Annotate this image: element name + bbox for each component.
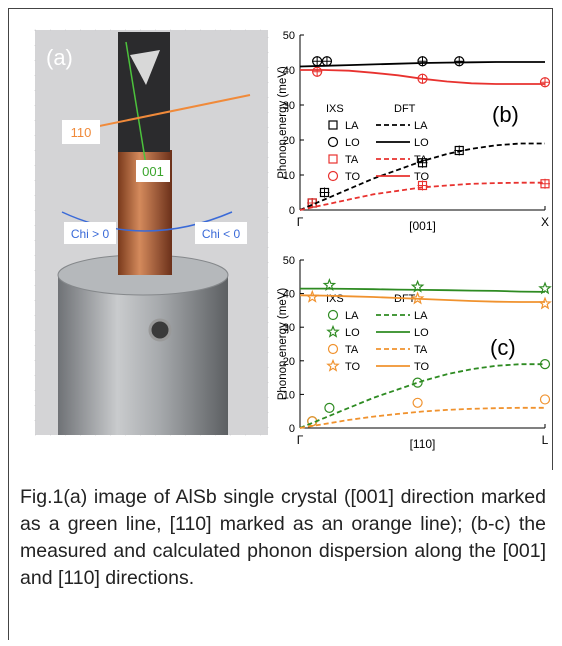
- marker-shape: [540, 298, 550, 308]
- legend-label: LA: [414, 120, 428, 132]
- caption: Fig.1(a) image of AlSb single crystal ([…: [20, 484, 546, 592]
- legend-label: LO: [345, 327, 360, 339]
- photo-label: 001: [142, 164, 164, 179]
- marker: [329, 311, 338, 320]
- marker-shape: [329, 311, 338, 320]
- marker-shape: [307, 292, 318, 302]
- x-tick-label: Γ: [297, 215, 304, 229]
- marker: [540, 298, 550, 308]
- marker-shape: [329, 155, 337, 163]
- photo-label: 110: [71, 125, 92, 140]
- marker: [320, 188, 330, 198]
- legend-label: TO: [414, 171, 430, 183]
- panel-label: (c): [490, 335, 516, 360]
- panel-label: (b): [492, 102, 519, 127]
- y-tick-label: 50: [283, 30, 295, 42]
- marker: [541, 395, 550, 404]
- x-tick-label: X: [541, 215, 549, 229]
- marker: [312, 67, 322, 77]
- marker-shape: [329, 172, 338, 181]
- y-tick-label: 0: [289, 423, 295, 435]
- marker-shape: [329, 138, 338, 147]
- legend-label: LA: [345, 310, 359, 322]
- legend-label: LO: [414, 137, 429, 149]
- marker-shape: [328, 361, 338, 371]
- dft-line: [300, 289, 545, 292]
- legend-title: DFT: [394, 103, 416, 115]
- marker-shape: [413, 398, 422, 407]
- cylinder: [58, 275, 228, 435]
- screw-hole: [150, 320, 170, 340]
- marker-shape: [329, 345, 338, 354]
- x-tick-label: Γ: [297, 433, 304, 447]
- x-tick-label: L: [542, 433, 549, 447]
- marker: [540, 179, 550, 189]
- photo: (a) 110 001 Chi > 0 Chi < 0: [35, 30, 268, 435]
- marker: [413, 378, 422, 387]
- y-axis-label: Phonon energy (meV): [277, 66, 289, 179]
- legend-label: LA: [414, 310, 428, 322]
- y-tick-label: 0: [289, 205, 295, 217]
- panel-label: (a): [46, 45, 73, 70]
- marker: [413, 398, 422, 407]
- photo-label: Chi > 0: [71, 227, 110, 241]
- marker: [329, 172, 338, 181]
- marker: [312, 56, 322, 66]
- page: {"photo": {"panel_label": "(a)", "labels…: [0, 0, 562, 646]
- legend-label: TA: [345, 344, 359, 356]
- y-axis-label: Phonon energy (meV): [277, 288, 289, 401]
- marker: [454, 56, 464, 66]
- legend-label: TO: [345, 171, 361, 183]
- marker-shape: [413, 378, 422, 387]
- marker: [329, 155, 337, 163]
- marker: [307, 292, 318, 302]
- marker: [328, 327, 338, 337]
- legend-label: TO: [345, 361, 361, 373]
- marker: [418, 56, 428, 66]
- legend-title: IXS: [326, 293, 344, 305]
- marker: [540, 77, 550, 87]
- frame-line: [8, 470, 9, 640]
- marker-shape: [328, 327, 338, 337]
- figure: (a) 110 001 Chi > 0 Chi < 0 01020304050Γ…: [0, 0, 562, 470]
- legend-label: LA: [345, 120, 359, 132]
- legend-title: IXS: [326, 103, 344, 115]
- marker-shape: [541, 395, 550, 404]
- marker-shape: [325, 403, 334, 412]
- legend-label: TO: [414, 361, 430, 373]
- dft-line: [300, 364, 545, 428]
- legend-label: TA: [345, 154, 359, 166]
- x-axis-label: [001]: [409, 219, 436, 233]
- legend-label: LO: [345, 137, 360, 149]
- photo-label: Chi < 0: [202, 227, 241, 241]
- marker-shape: [329, 121, 337, 129]
- marker: [329, 138, 338, 147]
- marker: [329, 121, 337, 129]
- legend-label: TA: [414, 154, 428, 166]
- legend-label: TA: [414, 344, 428, 356]
- crystal: [118, 32, 170, 152]
- dft-line: [300, 408, 545, 428]
- y-tick-label: 50: [283, 255, 295, 267]
- marker: [328, 361, 338, 371]
- legend-label: LO: [414, 327, 429, 339]
- x-axis-label: [110]: [410, 437, 436, 451]
- dft-line: [300, 183, 545, 210]
- marker: [325, 403, 334, 412]
- marker: [329, 345, 338, 354]
